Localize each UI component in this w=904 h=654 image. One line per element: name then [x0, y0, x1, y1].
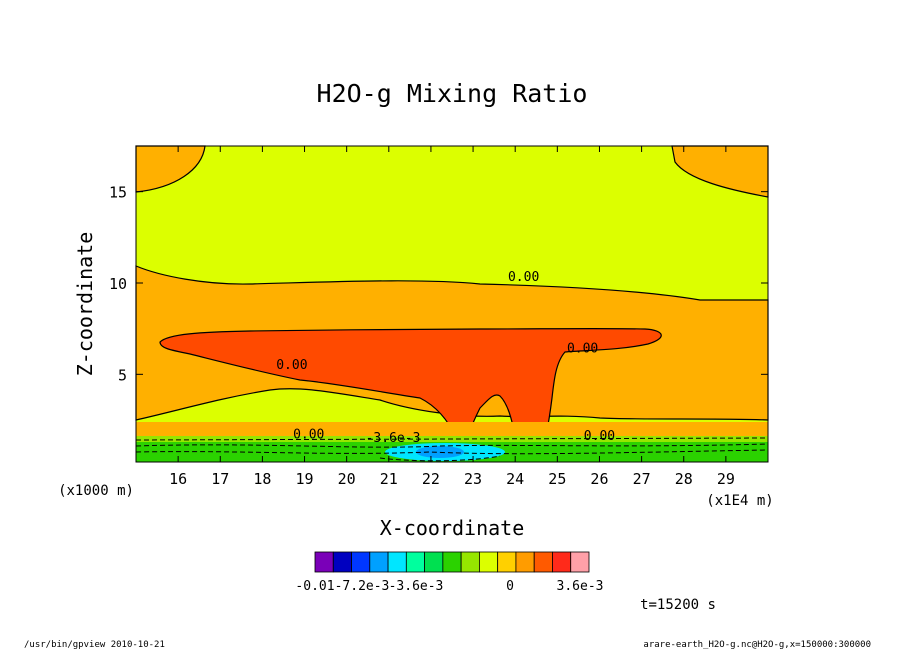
colorbar-swatch	[460, 551, 480, 573]
colorbar-swatch	[497, 551, 517, 573]
colorbar-tick-label: 3.6e-3	[557, 579, 604, 594]
colorbar-tick-label: -3.6e-3	[389, 579, 444, 594]
x-tick-label: 29	[717, 470, 735, 488]
time-annotation: t=15200 s	[640, 597, 716, 613]
colorbar-swatch	[552, 551, 572, 573]
colorbar-swatch	[570, 551, 590, 573]
y-tick-label: 10	[109, 275, 127, 293]
colorbar-swatch	[442, 551, 462, 573]
x-tick-label: 28	[675, 470, 693, 488]
colorbar-swatch	[405, 551, 426, 573]
y-axis-ticks: 5 10 15	[109, 184, 768, 384]
contour-label: 0.00	[584, 429, 615, 444]
colorbar-tick-label: -7.2e-3	[335, 579, 390, 594]
y-tick-label: 15	[109, 184, 127, 202]
colorbar-swatch	[351, 551, 371, 573]
x-tick-label: 16	[169, 470, 187, 488]
x-tick-label: 17	[211, 470, 229, 488]
x-tick-label: 20	[338, 470, 356, 488]
x-tick-label: 22	[422, 470, 440, 488]
contour-labels: 0.00 0.00 0.00 0.00 0.00 -3.6e-3	[276, 270, 615, 446]
contour-label: -3.6e-3	[366, 431, 421, 446]
colorbar	[314, 551, 590, 573]
contour-fill-low-strip	[136, 422, 768, 436]
footer-right: arare-earth_H2O-g.nc@H2O-g,x=150000:3000…	[643, 640, 871, 650]
contour-label: 0.00	[508, 270, 539, 285]
contour-label: 0.00	[276, 358, 307, 373]
x-tick-label: 26	[590, 470, 608, 488]
colorbar-labels: -0.01 -7.2e-3 -3.6e-3 0 3.6e-3	[295, 579, 603, 594]
y-unit-label: (x1000 m)	[58, 483, 134, 499]
plot-area: 0.00 0.00 0.00 0.00 0.00 -3.6e-3 16 17 18 19 20 21…	[109, 145, 769, 488]
colorbar-swatch	[314, 551, 334, 573]
x-tick-label: 23	[464, 470, 482, 488]
colorbar-tick-label: -0.01	[295, 579, 334, 594]
x-tick-label: 19	[296, 470, 314, 488]
x-axis-ticks: 16 17 18 19 20 21 22 23 24 25 26 27 28 29	[169, 146, 735, 488]
colorbar-swatch	[533, 551, 553, 573]
x-tick-label: 24	[506, 470, 524, 488]
colorbar-swatch	[332, 551, 352, 573]
colorbar-swatch	[387, 551, 407, 573]
chart-title: H2O-g Mixing Ratio	[317, 79, 588, 108]
x-tick-label: 25	[548, 470, 566, 488]
y-tick-label: 5	[118, 366, 127, 384]
y-axis-label: Z-coordinate	[73, 232, 97, 377]
colorbar-tick-label: 0	[506, 579, 514, 594]
x-unit-label: (x1E4 m)	[706, 493, 773, 509]
plot-frame	[135, 145, 769, 463]
x-tick-label: 27	[633, 470, 651, 488]
colorbar-swatch	[369, 551, 389, 573]
contour-label: 0.00	[293, 427, 324, 442]
contour-label: 0.00	[567, 341, 598, 356]
colorbar-swatch	[515, 551, 535, 573]
x-axis-label: X-coordinate	[380, 516, 525, 540]
colorbar-swatch	[424, 551, 444, 573]
x-tick-label: 21	[380, 470, 398, 488]
negative-contours	[135, 437, 769, 462]
footer-left: /usr/bin/gpview 2010-10-21	[24, 640, 165, 650]
colorbar-swatch	[478, 551, 499, 573]
x-tick-label: 18	[253, 470, 271, 488]
